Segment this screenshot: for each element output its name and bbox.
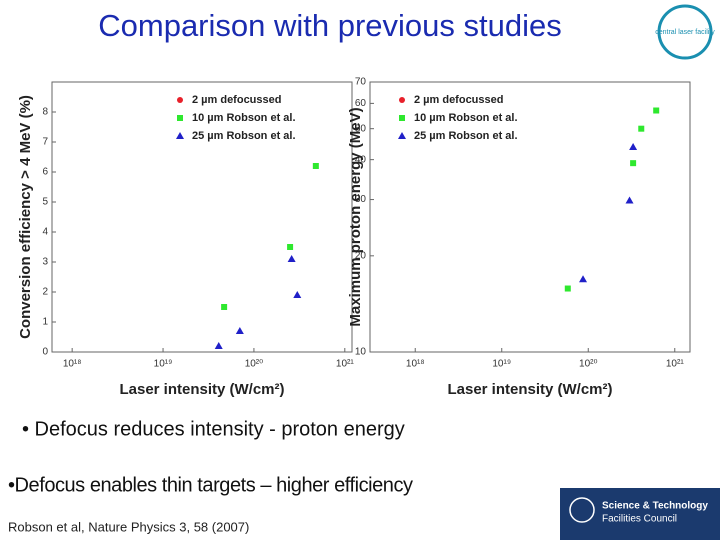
y-tick-label: 2: [42, 287, 48, 298]
y-tick-label: 50: [355, 123, 367, 134]
y-tick-label: 40: [355, 154, 367, 165]
point: [653, 107, 660, 114]
x-tick-label: 10²¹: [336, 359, 354, 370]
slide-title: Comparison with previous studies: [98, 8, 562, 43]
citation: Robson et al, Nature Physics 3, 58 (2007…: [8, 519, 249, 534]
legend-entry: 10 µm Robson et al.: [399, 112, 518, 124]
logo-text: central laser facility: [655, 29, 715, 36]
point: [629, 143, 638, 151]
plot-frame: [51, 81, 353, 353]
y-tick-label: 70: [355, 77, 367, 88]
plot-frame: [369, 81, 691, 353]
legend-marker: [177, 97, 183, 103]
legend-marker: [398, 132, 406, 139]
x-tick-label: 10²⁰: [579, 359, 597, 370]
x-tick-label: 10²¹: [666, 359, 684, 370]
x-tick-label: 10¹⁹: [154, 359, 173, 370]
y-tick-label: 20: [355, 250, 367, 261]
y-tick-label: 4: [42, 227, 48, 238]
x-axis-label: Laser intensity (W/cm²): [119, 381, 284, 398]
y-tick-label: 6: [42, 167, 48, 178]
legend-entry: 25 µm Robson et al.: [176, 130, 296, 142]
y-tick-label: 60: [355, 98, 367, 109]
point: [293, 291, 302, 298]
y-tick-label: 8: [42, 107, 48, 118]
logo-text: Science & Technology: [602, 501, 708, 512]
x-tick-label: 10¹⁸: [406, 359, 425, 370]
legend-marker: [176, 132, 184, 139]
legend-marker: [177, 115, 183, 121]
point: [235, 327, 244, 334]
x-tick-label: 10¹⁹: [492, 359, 511, 370]
logo-text: Facilities Council: [602, 514, 677, 525]
legend-label: 10 µm Robson et al.: [414, 112, 518, 124]
point: [564, 285, 571, 292]
point: [287, 255, 296, 262]
y-tick-label: 1: [42, 317, 48, 328]
y-tick-label: 7: [42, 137, 48, 148]
point: [312, 163, 319, 169]
legend-entry: 10 µm Robson et al.: [177, 112, 296, 124]
x-tick-label: 10²⁰: [245, 359, 263, 370]
point: [579, 275, 588, 283]
y-tick-label: 3: [42, 257, 48, 268]
point: [221, 304, 228, 310]
y-tick-label: 30: [355, 194, 367, 205]
y-axis-label: Conversion efficiency > 4 MeV (%): [17, 95, 34, 339]
point: [287, 244, 294, 250]
legend-label: 2 µm defocussed: [192, 94, 281, 106]
bullet: • Defocus reduces intensity - proton ene…: [22, 418, 405, 440]
legend-entry: 25 µm Robson et al.: [398, 130, 518, 142]
logo-panel: [560, 488, 720, 540]
legend-label: 25 µm Robson et al.: [414, 130, 518, 142]
point: [214, 342, 223, 349]
legend-label: 2 µm defocussed: [414, 94, 503, 106]
point: [625, 196, 634, 204]
logo-top: central laser facility: [655, 4, 715, 60]
legend-marker: [399, 115, 405, 121]
point: [638, 125, 645, 132]
y-tick-label: 10: [355, 347, 367, 358]
logo-mark: [569, 497, 595, 523]
legend-entry: 2 µm defocussed: [177, 94, 281, 106]
x-tick-label: 10¹⁸: [63, 359, 82, 370]
legend-marker: [399, 97, 405, 103]
bullet: •Defocus enables thin targets – higher e…: [8, 474, 413, 496]
x-axis-label: Laser intensity (W/cm²): [447, 381, 612, 398]
y-axis-label: Maximum proton energy (MeV): [347, 107, 364, 326]
point: [630, 160, 637, 167]
legend-label: 10 µm Robson et al.: [192, 112, 296, 124]
legend-label: 25 µm Robson et al.: [192, 130, 296, 142]
y-tick-label: 5: [42, 197, 48, 208]
y-tick-label: 0: [42, 347, 48, 358]
logo-ring: [657, 4, 713, 60]
legend-entry: 2 µm defocussed: [399, 94, 503, 106]
